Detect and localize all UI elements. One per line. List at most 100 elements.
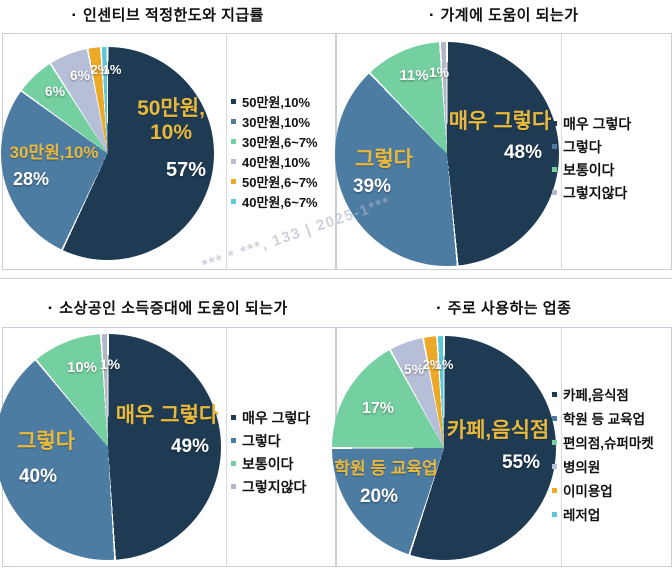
pie-label: 10%: [66, 359, 98, 376]
legend-bullet-icon: [231, 415, 236, 420]
pie-label: 1%: [102, 62, 122, 77]
legend-bullet-icon: [552, 190, 557, 195]
legend-label: 학원 등 교육업: [563, 412, 646, 427]
legend-item: 50만원,10%: [231, 91, 318, 111]
pie-label: 1%: [434, 357, 454, 372]
legend-item: 레저업: [552, 502, 654, 526]
chart-panel: 매우 그렇다 48% 그렇다 39% 11% 1% 매우 그렇다 그렇다 보통이다 그…: [335, 33, 672, 270]
panel-divider: [226, 328, 227, 566]
legend-item: 보통이다: [552, 158, 631, 181]
legend-bullet-icon: [552, 415, 557, 421]
legend-item: 40만원,6~7%: [231, 191, 318, 211]
legend-item: 30만원,10%: [231, 111, 318, 131]
legend-label: 보통이다: [563, 161, 615, 178]
panel-divider: [226, 34, 227, 269]
title-bullet-icon: ▪: [429, 10, 434, 21]
legend-label: 그렇다: [242, 432, 281, 449]
legend-item: 40만원,10%: [231, 151, 318, 171]
pie-chart: [335, 42, 559, 266]
legend-item: 그렇지않다: [231, 475, 310, 498]
legend-label: 30만원,10%: [242, 114, 311, 130]
pie-label: 48%: [503, 142, 543, 163]
pie-label: 20%: [359, 486, 399, 507]
chart-title: ▪ 인센티브 적정한도와 지급률: [0, 4, 336, 25]
legend-bullet-icon: [552, 439, 557, 445]
legend-bullet-icon: [552, 144, 557, 149]
legend-label: 매우 그렇다: [242, 409, 311, 426]
legend-item: 학원 등 교육업: [552, 406, 654, 430]
legend-bullet-icon: [231, 98, 236, 104]
pie-label: 39%: [352, 176, 392, 197]
chart-title-text: 소상공인 소득증대에 도움이 되는가: [59, 300, 288, 317]
legend-label: 40만원,6~7%: [242, 194, 318, 210]
legend-item: 50만원,6~7%: [231, 171, 318, 191]
pie-label: 30만원,10%: [9, 143, 99, 162]
pie-label: 50만원, 10%: [137, 97, 205, 144]
pie-label: 2%: [90, 62, 110, 77]
legend-label: 그렇지않다: [563, 184, 628, 201]
pie-label: 6%: [44, 83, 66, 99]
legend-item: 이미용업: [552, 478, 654, 502]
chart-title: ▪ 소상공인 소득증대에 도움이 되는가: [0, 297, 336, 318]
legend-bullet-icon: [231, 178, 236, 184]
legend-item: 그렇다: [231, 429, 310, 452]
legend-bullet-icon: [231, 118, 236, 124]
legend-label: 병의원: [563, 460, 601, 475]
legend-item: 보통이다: [231, 452, 310, 475]
legend-item: 매우 그렇다: [231, 406, 310, 429]
pie-label: 57%: [165, 159, 207, 181]
chart-title-text: 인센티브 적정한도와 지급률: [83, 7, 264, 24]
pie-label: 매우 그렇다: [115, 404, 219, 427]
chart-title: ▪ 가계에 도움이 되는가: [336, 4, 672, 25]
title-bullet-icon: ▪: [436, 303, 441, 314]
panel-divider: [561, 328, 562, 566]
legend-bullet-icon: [231, 158, 236, 164]
chart-panel: 50만원, 10% 57% 30만원,10% 28% 6% 6% 2% 1% 5…: [1, 33, 336, 270]
panel-divider: [561, 34, 562, 269]
legend-item: 그렇다: [552, 135, 631, 158]
legend-item: 30만원,6~7%: [231, 131, 318, 151]
legend-label: 50만원,6~7%: [242, 174, 318, 190]
legend-label: 보통이다: [242, 455, 294, 472]
legend-label: 매우 그렇다: [563, 115, 632, 132]
chart-title: ▪ 주로 사용하는 업종: [336, 297, 672, 318]
legend-bullet-icon: [231, 461, 236, 466]
pie-label: 49%: [170, 436, 210, 457]
legend-bullet-icon: [231, 484, 236, 489]
legend-item: 매우 그렇다: [552, 112, 631, 135]
pie-label: 5%: [403, 361, 425, 377]
legend-bullet-icon: [552, 121, 557, 126]
legend-item: 편의점,슈퍼마켓: [552, 430, 654, 454]
legend-label: 50만원,10%: [242, 94, 311, 110]
pie-label: 1%: [99, 356, 121, 372]
chart-title-text: 가계에 도움이 되는가: [440, 7, 579, 24]
pie-label: 6%: [69, 67, 91, 83]
legend-bullet-icon: [552, 487, 557, 493]
legend-bullet-icon: [552, 167, 557, 172]
pie-chart: [332, 336, 556, 560]
legend-item: 그렇지않다: [552, 181, 631, 204]
legend-label: 레저업: [563, 508, 601, 523]
legend-bullet-icon: [552, 511, 557, 517]
legend-bullet-icon: [552, 391, 557, 397]
legend-bullet-icon: [231, 198, 236, 204]
legend-label: 이미용업: [563, 484, 613, 499]
legend-label: 카페,음식점: [563, 388, 629, 403]
pie-label: 카페,음식점: [446, 419, 550, 442]
title-bullet-icon: ▪: [48, 303, 53, 314]
pie-label: 2%: [422, 357, 442, 372]
legend-label: 편의점,슈퍼마켓: [563, 436, 654, 451]
pie-label: 그렇다: [17, 430, 75, 453]
pie-label: 40%: [18, 466, 58, 487]
legend-bullet-icon: [231, 438, 236, 443]
pie-label: 1%: [428, 64, 450, 80]
pie-label: 55%: [501, 452, 541, 473]
legend-label: 그렇다: [563, 138, 602, 155]
legend-item: 병의원: [552, 454, 654, 478]
pie-chart: [1, 47, 214, 260]
